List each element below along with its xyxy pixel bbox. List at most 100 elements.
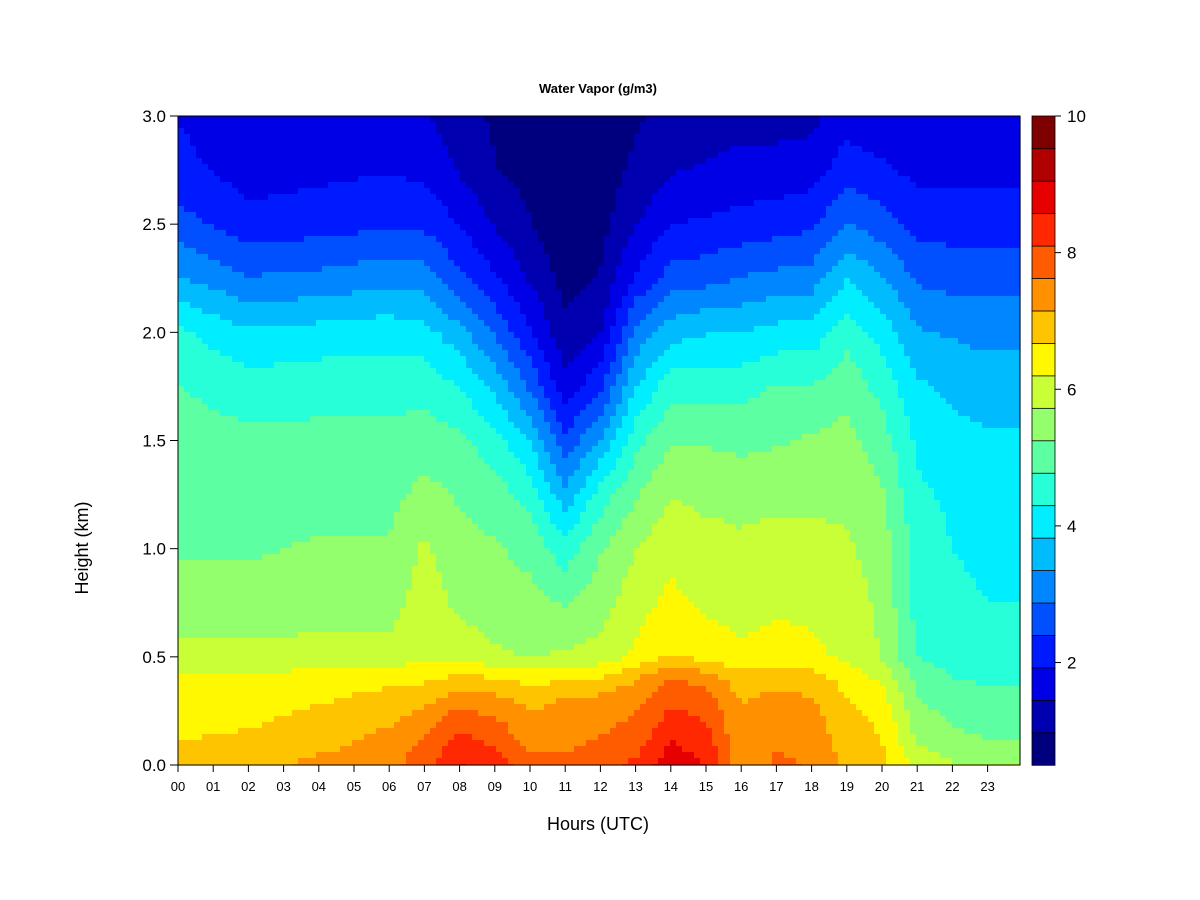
- heatmap-cell: [442, 482, 449, 489]
- heatmap-cell: [412, 272, 419, 279]
- heatmap-cell: [424, 158, 431, 165]
- heatmap-cell: [430, 224, 437, 231]
- heatmap-cell: [292, 518, 299, 525]
- heatmap-cell: [298, 698, 305, 705]
- heatmap-cell: [406, 386, 413, 393]
- heatmap-cell: [442, 200, 449, 207]
- heatmap-cell: [178, 644, 185, 651]
- heatmap-cell: [184, 140, 191, 147]
- heatmap-cell: [406, 158, 413, 165]
- heatmap-cell: [430, 650, 437, 657]
- heatmap-cell: [334, 506, 341, 513]
- heatmap-cell: [370, 152, 377, 159]
- heatmap-cell: [298, 188, 305, 195]
- heatmap-cell: [382, 530, 389, 537]
- heatmap-cell: [436, 758, 443, 765]
- heatmap-cell: [208, 182, 215, 189]
- heatmap-cell: [304, 182, 311, 189]
- heatmap-cell: [250, 572, 257, 579]
- heatmap-cell: [268, 476, 275, 483]
- heatmap-cell: [268, 392, 275, 399]
- heatmap-cell: [268, 644, 275, 651]
- heatmap-cell: [376, 680, 383, 687]
- heatmap-cell: [340, 410, 347, 417]
- heatmap-cell: [196, 302, 203, 309]
- heatmap-cell: [364, 650, 371, 657]
- heatmap-cell: [346, 542, 353, 549]
- heatmap-cell: [322, 434, 329, 441]
- heatmap-cell: [352, 182, 359, 189]
- heatmap-cell: [214, 158, 221, 165]
- heatmap-cell: [268, 368, 275, 375]
- heatmap-cell: [184, 452, 191, 459]
- heatmap-cell: [304, 380, 311, 387]
- heatmap-cell: [412, 734, 419, 741]
- heatmap-cell: [448, 260, 455, 267]
- heatmap-cell: [292, 338, 299, 345]
- heatmap-cell: [364, 470, 371, 477]
- heatmap-cell: [268, 212, 275, 219]
- heatmap-cell: [280, 452, 287, 459]
- heatmap-cell: [280, 164, 287, 171]
- heatmap-cell: [238, 566, 245, 573]
- heatmap-cell: [346, 272, 353, 279]
- heatmap-cell: [340, 368, 347, 375]
- heatmap-cell: [340, 260, 347, 267]
- heatmap-cell: [394, 698, 401, 705]
- heatmap-cell: [310, 536, 317, 543]
- heatmap-cell: [220, 710, 227, 717]
- heatmap-cell: [430, 266, 437, 273]
- heatmap-cell: [346, 422, 353, 429]
- heatmap-cell: [286, 650, 293, 657]
- heatmap-cell: [214, 626, 221, 633]
- heatmap-cell: [208, 218, 215, 225]
- heatmap-cell: [382, 176, 389, 183]
- heatmap-cell: [214, 314, 221, 321]
- heatmap-cell: [292, 122, 299, 129]
- heatmap-cell: [388, 464, 395, 471]
- heatmap-cell: [202, 182, 209, 189]
- heatmap-cell: [220, 284, 227, 291]
- heatmap-cell: [232, 368, 239, 375]
- heatmap-cell: [400, 332, 407, 339]
- heatmap-cell: [364, 404, 371, 411]
- heatmap-cell: [418, 674, 425, 681]
- heatmap-cell: [388, 716, 395, 723]
- heatmap-cell: [442, 632, 449, 639]
- heatmap-cell: [304, 356, 311, 363]
- heatmap-cell: [382, 686, 389, 693]
- heatmap-cell: [250, 236, 257, 243]
- heatmap-cell: [262, 638, 269, 645]
- heatmap-cell: [322, 458, 329, 465]
- heatmap-cell: [286, 266, 293, 273]
- heatmap-cell: [244, 134, 251, 141]
- heatmap-cell: [226, 752, 233, 759]
- heatmap-cell: [340, 476, 347, 483]
- heatmap-cell: [352, 398, 359, 405]
- heatmap-cell: [178, 296, 185, 303]
- heatmap-cell: [262, 482, 269, 489]
- heatmap-cell: [334, 170, 341, 177]
- heatmap-cell: [400, 578, 407, 585]
- heatmap-cell: [412, 596, 419, 603]
- heatmap-cell: [394, 440, 401, 447]
- heatmap-cell: [274, 308, 281, 315]
- heatmap-cell: [364, 242, 371, 249]
- heatmap-cell: [226, 488, 233, 495]
- heatmap-cell: [418, 404, 425, 411]
- heatmap-cell: [220, 308, 227, 315]
- heatmap-cell: [256, 680, 263, 687]
- heatmap-cell: [370, 356, 377, 363]
- heatmap-cell: [376, 554, 383, 561]
- heatmap-cell: [328, 572, 335, 579]
- heatmap-cell: [268, 584, 275, 591]
- heatmap-cell: [376, 590, 383, 597]
- heatmap-cell: [286, 440, 293, 447]
- heatmap-cell: [220, 674, 227, 681]
- heatmap-cell: [202, 710, 209, 717]
- heatmap-cell: [178, 626, 185, 633]
- heatmap-cell: [310, 152, 317, 159]
- heatmap-cell: [370, 236, 377, 243]
- heatmap-cell: [280, 332, 287, 339]
- heatmap-cell: [334, 626, 341, 633]
